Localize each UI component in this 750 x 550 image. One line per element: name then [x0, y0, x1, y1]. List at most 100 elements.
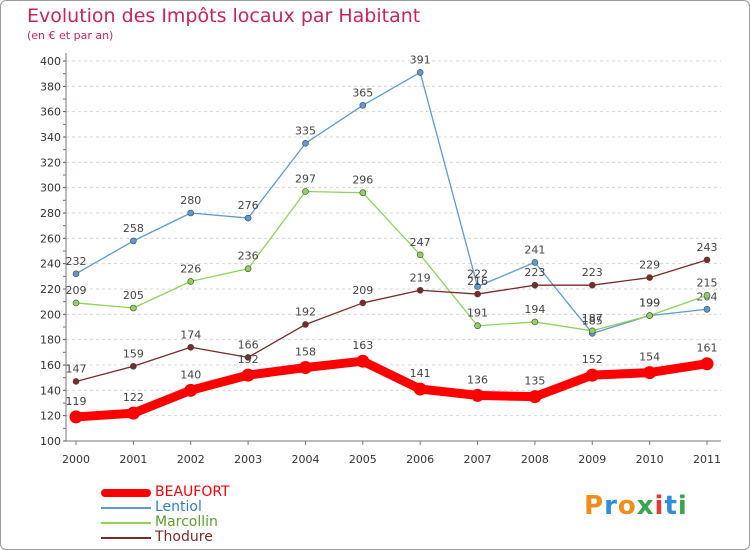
- data-label: 335: [295, 124, 316, 137]
- data-label: 236: [238, 250, 259, 263]
- data-point: [359, 102, 367, 109]
- data-point: [187, 343, 195, 351]
- data-label: 194: [524, 303, 545, 316]
- data-point: [69, 410, 83, 424]
- series-line-thodure: [75, 259, 708, 383]
- legend-label: Lentiol: [155, 499, 202, 515]
- data-label: 209: [66, 284, 87, 297]
- data-label: 163: [352, 339, 373, 352]
- legend-label: Thodure: [155, 529, 213, 545]
- y-tick-label: 240: [40, 258, 61, 271]
- y-tick-label: 260: [40, 232, 61, 245]
- legend-label: BEAUFORT: [155, 484, 230, 500]
- data-point: [302, 321, 309, 328]
- series-line-marcollin: [75, 190, 708, 332]
- data-point: [531, 281, 539, 289]
- data-point: [646, 274, 653, 281]
- data-point: [474, 290, 481, 298]
- data-label: 209: [352, 284, 373, 297]
- legend: BEAUFORT Lentiol Marcollin Thodure: [101, 485, 230, 545]
- data-label: 161: [697, 342, 718, 355]
- x-tick-label: 2011: [693, 453, 721, 466]
- data-label: 365: [352, 86, 373, 99]
- logo-letter: i: [677, 491, 688, 521]
- logo-letter: t: [664, 491, 678, 521]
- data-label: 152: [238, 353, 259, 366]
- logo-letter: i: [654, 491, 665, 521]
- y-tick-label: 400: [40, 55, 61, 68]
- data-point: [302, 188, 309, 195]
- data-label: 223: [582, 266, 603, 279]
- data-label: 276: [238, 199, 259, 212]
- data-point: [474, 283, 481, 290]
- data-point: [356, 354, 370, 368]
- logo-letter: P: [584, 491, 605, 521]
- data-point: [244, 214, 252, 222]
- y-tick-label: 380: [40, 80, 61, 93]
- data-label: 154: [639, 351, 660, 364]
- y-tick-label: 120: [40, 410, 61, 423]
- legend-item-beaufort: BEAUFORT: [101, 485, 230, 500]
- x-tick-label: 2009: [578, 453, 606, 466]
- data-point: [585, 368, 599, 382]
- chart-subtitle: (en € et par an): [27, 29, 114, 42]
- data-label: 135: [524, 375, 545, 388]
- data-label: 215: [697, 276, 718, 289]
- x-tick-label: 2000: [62, 453, 90, 466]
- data-point: [528, 390, 542, 404]
- data-label: 391: [410, 53, 431, 66]
- x-tick-label: 2007: [464, 453, 492, 466]
- legend-item-marcollin: Marcollin: [101, 515, 230, 530]
- data-label: 229: [639, 259, 660, 272]
- y-tick-label: 220: [40, 283, 61, 296]
- data-label: 280: [180, 194, 201, 207]
- data-label: 122: [123, 391, 144, 404]
- data-label: 136: [467, 373, 488, 386]
- data-point: [531, 318, 539, 326]
- data-label: 297: [295, 172, 316, 185]
- data-label: 147: [66, 362, 87, 375]
- data-label: 243: [697, 241, 718, 254]
- x-tick-label: 2006: [406, 453, 434, 466]
- y-tick-label: 340: [40, 131, 61, 144]
- data-point: [416, 286, 424, 294]
- logo-letter: o: [617, 491, 637, 521]
- y-tick-label: 140: [40, 384, 61, 397]
- data-point: [244, 354, 252, 361]
- x-tick-label: 2008: [521, 453, 549, 466]
- series-line-lentiol: [75, 71, 708, 334]
- data-label: 222: [467, 267, 488, 280]
- data-label: 187: [582, 312, 603, 325]
- logo-letter: x: [636, 491, 655, 521]
- y-tick-label: 200: [40, 308, 61, 321]
- data-label: 247: [410, 236, 431, 249]
- y-tick-label: 300: [40, 182, 61, 195]
- data-label: 174: [180, 328, 201, 341]
- data-point: [700, 357, 714, 371]
- data-label: 258: [123, 222, 144, 235]
- y-tick-label: 100: [40, 435, 61, 448]
- data-point: [130, 237, 137, 245]
- y-tick-label: 280: [40, 207, 61, 220]
- y-tick-label: 320: [40, 156, 61, 169]
- data-point: [416, 69, 424, 76]
- data-label: 140: [180, 368, 201, 381]
- data-point: [130, 304, 137, 312]
- data-label: 226: [180, 262, 201, 275]
- data-point: [187, 209, 195, 217]
- data-label: 216: [467, 275, 488, 288]
- data-point: [72, 299, 80, 307]
- data-point: [703, 292, 711, 299]
- legend-item-thodure: Thodure: [101, 530, 230, 545]
- data-label: 185: [582, 314, 603, 327]
- data-point: [359, 299, 367, 307]
- data-point: [413, 382, 427, 396]
- y-tick-label: 180: [40, 334, 61, 347]
- data-label: 205: [123, 289, 144, 302]
- data-point: [72, 270, 80, 278]
- x-tick-label: 2005: [349, 453, 377, 466]
- data-point: [643, 366, 657, 380]
- data-label: 158: [295, 346, 316, 359]
- data-point: [646, 312, 653, 319]
- legend-swatch: [101, 521, 151, 524]
